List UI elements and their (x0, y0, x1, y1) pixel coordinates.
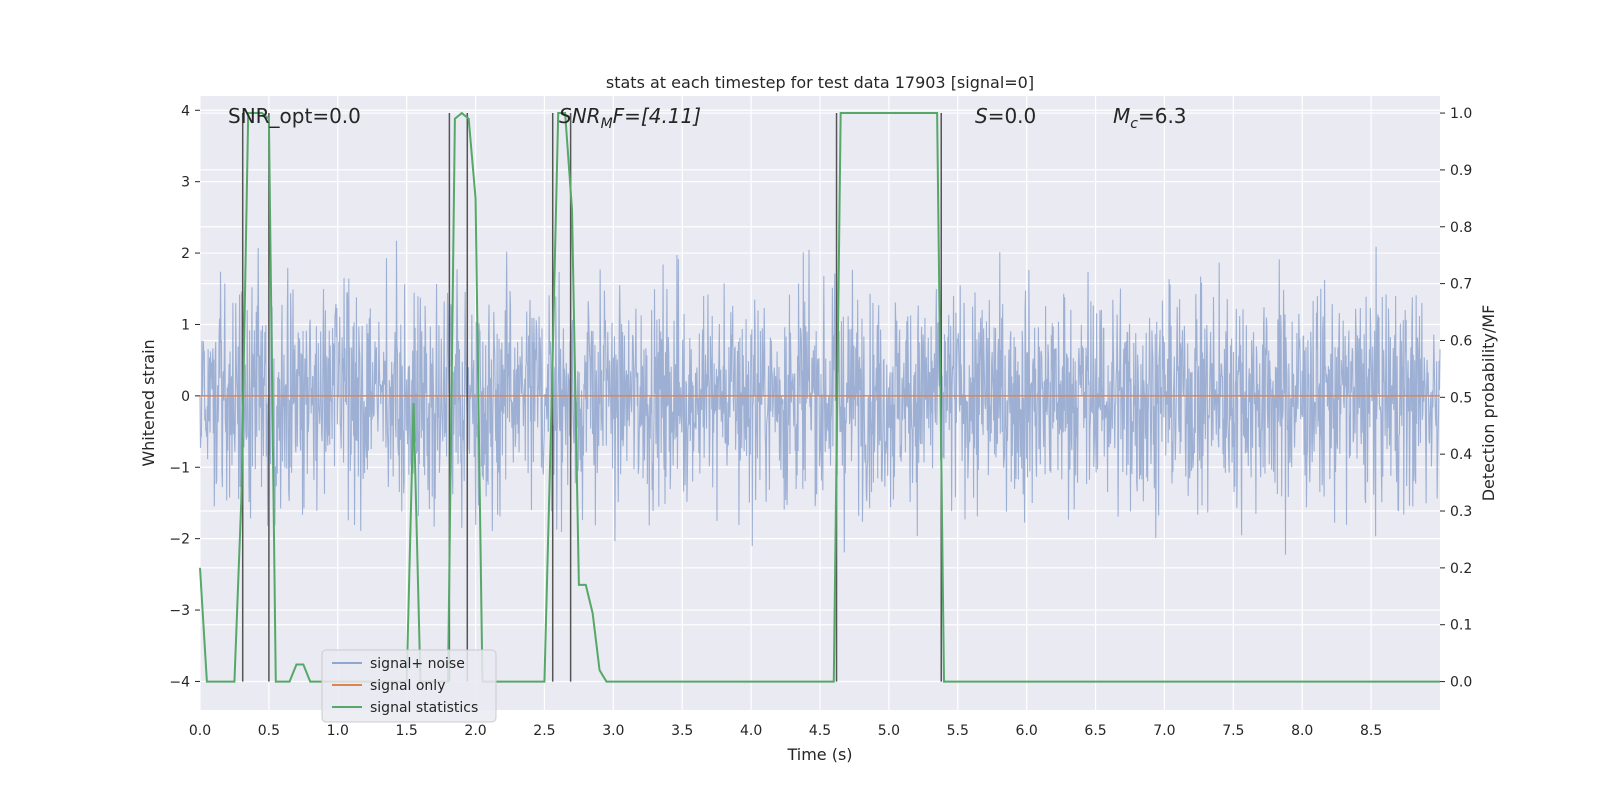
chart-title: stats at each timestep for test data 179… (606, 73, 1034, 92)
annotation-snr-mf-sub: M (601, 116, 613, 132)
annotation-mc: Mc=6.3 (1113, 104, 1187, 132)
y-tick-label: 1 (181, 317, 190, 333)
x-tick-label: 3.5 (671, 723, 693, 739)
x-tick-label: 4.5 (809, 723, 831, 739)
y2-tick-label: 0.1 (1450, 618, 1472, 634)
annotation-snr-mf-rest: F=[4.11] (613, 104, 701, 128)
annotation-mc-sub: c (1130, 116, 1138, 132)
y-tick-label: −1 (169, 460, 190, 476)
x-tick-label: 5.0 (878, 723, 900, 739)
y2-tick-label: 0.4 (1450, 447, 1472, 463)
x-tick-label: 3.0 (602, 723, 624, 739)
annotation-mc-main: M (1113, 104, 1130, 128)
y2-tick-label: 0.8 (1450, 220, 1472, 236)
y-tick-label: −4 (169, 674, 190, 690)
legend-label-signal-noise: signal+ noise (370, 656, 465, 672)
annotation-snr-mf: SNRMF=[4.11] (559, 104, 701, 132)
x-tick-label: 2.5 (533, 723, 555, 739)
x-tick-label: 8.0 (1291, 723, 1313, 739)
x-tick-label: 0.5 (258, 723, 280, 739)
x-tick-label: 7.5 (1222, 723, 1244, 739)
y-axis-label: Whitened strain (139, 339, 158, 466)
y2-tick-label: 0.3 (1450, 504, 1472, 520)
y2-axis-ticks: 1.0 0.9 0.8 0.7 0.6 0.5 0.4 0.3 0.2 0.1 0.0 (1440, 106, 1472, 691)
series-line-signal-noise (199, 240, 1441, 555)
y-tick-label: −2 (169, 532, 190, 548)
annotation-s: S=0.0 (975, 104, 1036, 128)
annotation-s-main: S (975, 104, 988, 128)
legend-box (321, 649, 497, 723)
y2-tick-label: 0.5 (1450, 390, 1472, 406)
x-tick-label: 6.5 (1084, 723, 1106, 739)
y2-tick-label: 0.2 (1450, 561, 1472, 577)
x-tick-label: 6.0 (1016, 723, 1038, 739)
legend: signal+ noise signal only signal statist… (321, 649, 497, 723)
x-tick-label: 5.5 (947, 723, 969, 739)
y2-tick-label: 1.0 (1450, 106, 1472, 122)
series-signal-noise (199, 240, 1441, 555)
y-tick-label: 3 (181, 175, 190, 191)
y2-tick-label: 0.6 (1450, 333, 1472, 349)
annotation-snr-opt: SNR_opt=0.0 (228, 104, 361, 128)
annotation-snr-mf-main: SNR (559, 104, 601, 128)
y-tick-label: 0 (181, 389, 190, 405)
annotation-s-rest: =0.0 (988, 104, 1037, 128)
x-tick-label: 8.5 (1360, 723, 1382, 739)
y-axis-ticks: 4 3 2 1 0 −1 −2 −3 −4 (169, 103, 200, 690)
y-tick-label: −3 (169, 603, 190, 619)
x-tick-label: 1.0 (327, 723, 349, 739)
legend-label-signal-statistics: signal statistics (370, 700, 478, 716)
y2-tick-label: 0.7 (1450, 277, 1472, 293)
legend-label-signal-only: signal only (370, 678, 445, 694)
annotation-mc-rest: =6.3 (1138, 104, 1187, 128)
y2-tick-label: 0.9 (1450, 163, 1472, 179)
x-tick-label: 7.0 (1153, 723, 1175, 739)
x-axis-label: Time (s) (786, 745, 852, 764)
x-tick-label: 0.0 (189, 723, 211, 739)
x-axis-ticks: 0.0 0.5 1.0 1.5 2.0 2.5 3.0 3.5 4.0 4.5 5.0 5.5 6.0 6… (189, 723, 1382, 739)
x-tick-label: 2.0 (464, 723, 486, 739)
x-tick-label: 4.0 (740, 723, 762, 739)
y2-tick-label: 0.0 (1450, 675, 1472, 691)
y-tick-label: 4 (181, 103, 190, 119)
y-tick-label: 2 (181, 246, 190, 262)
y2-axis-label: Detection probability/MF (1479, 305, 1498, 502)
x-tick-label: 1.5 (396, 723, 418, 739)
